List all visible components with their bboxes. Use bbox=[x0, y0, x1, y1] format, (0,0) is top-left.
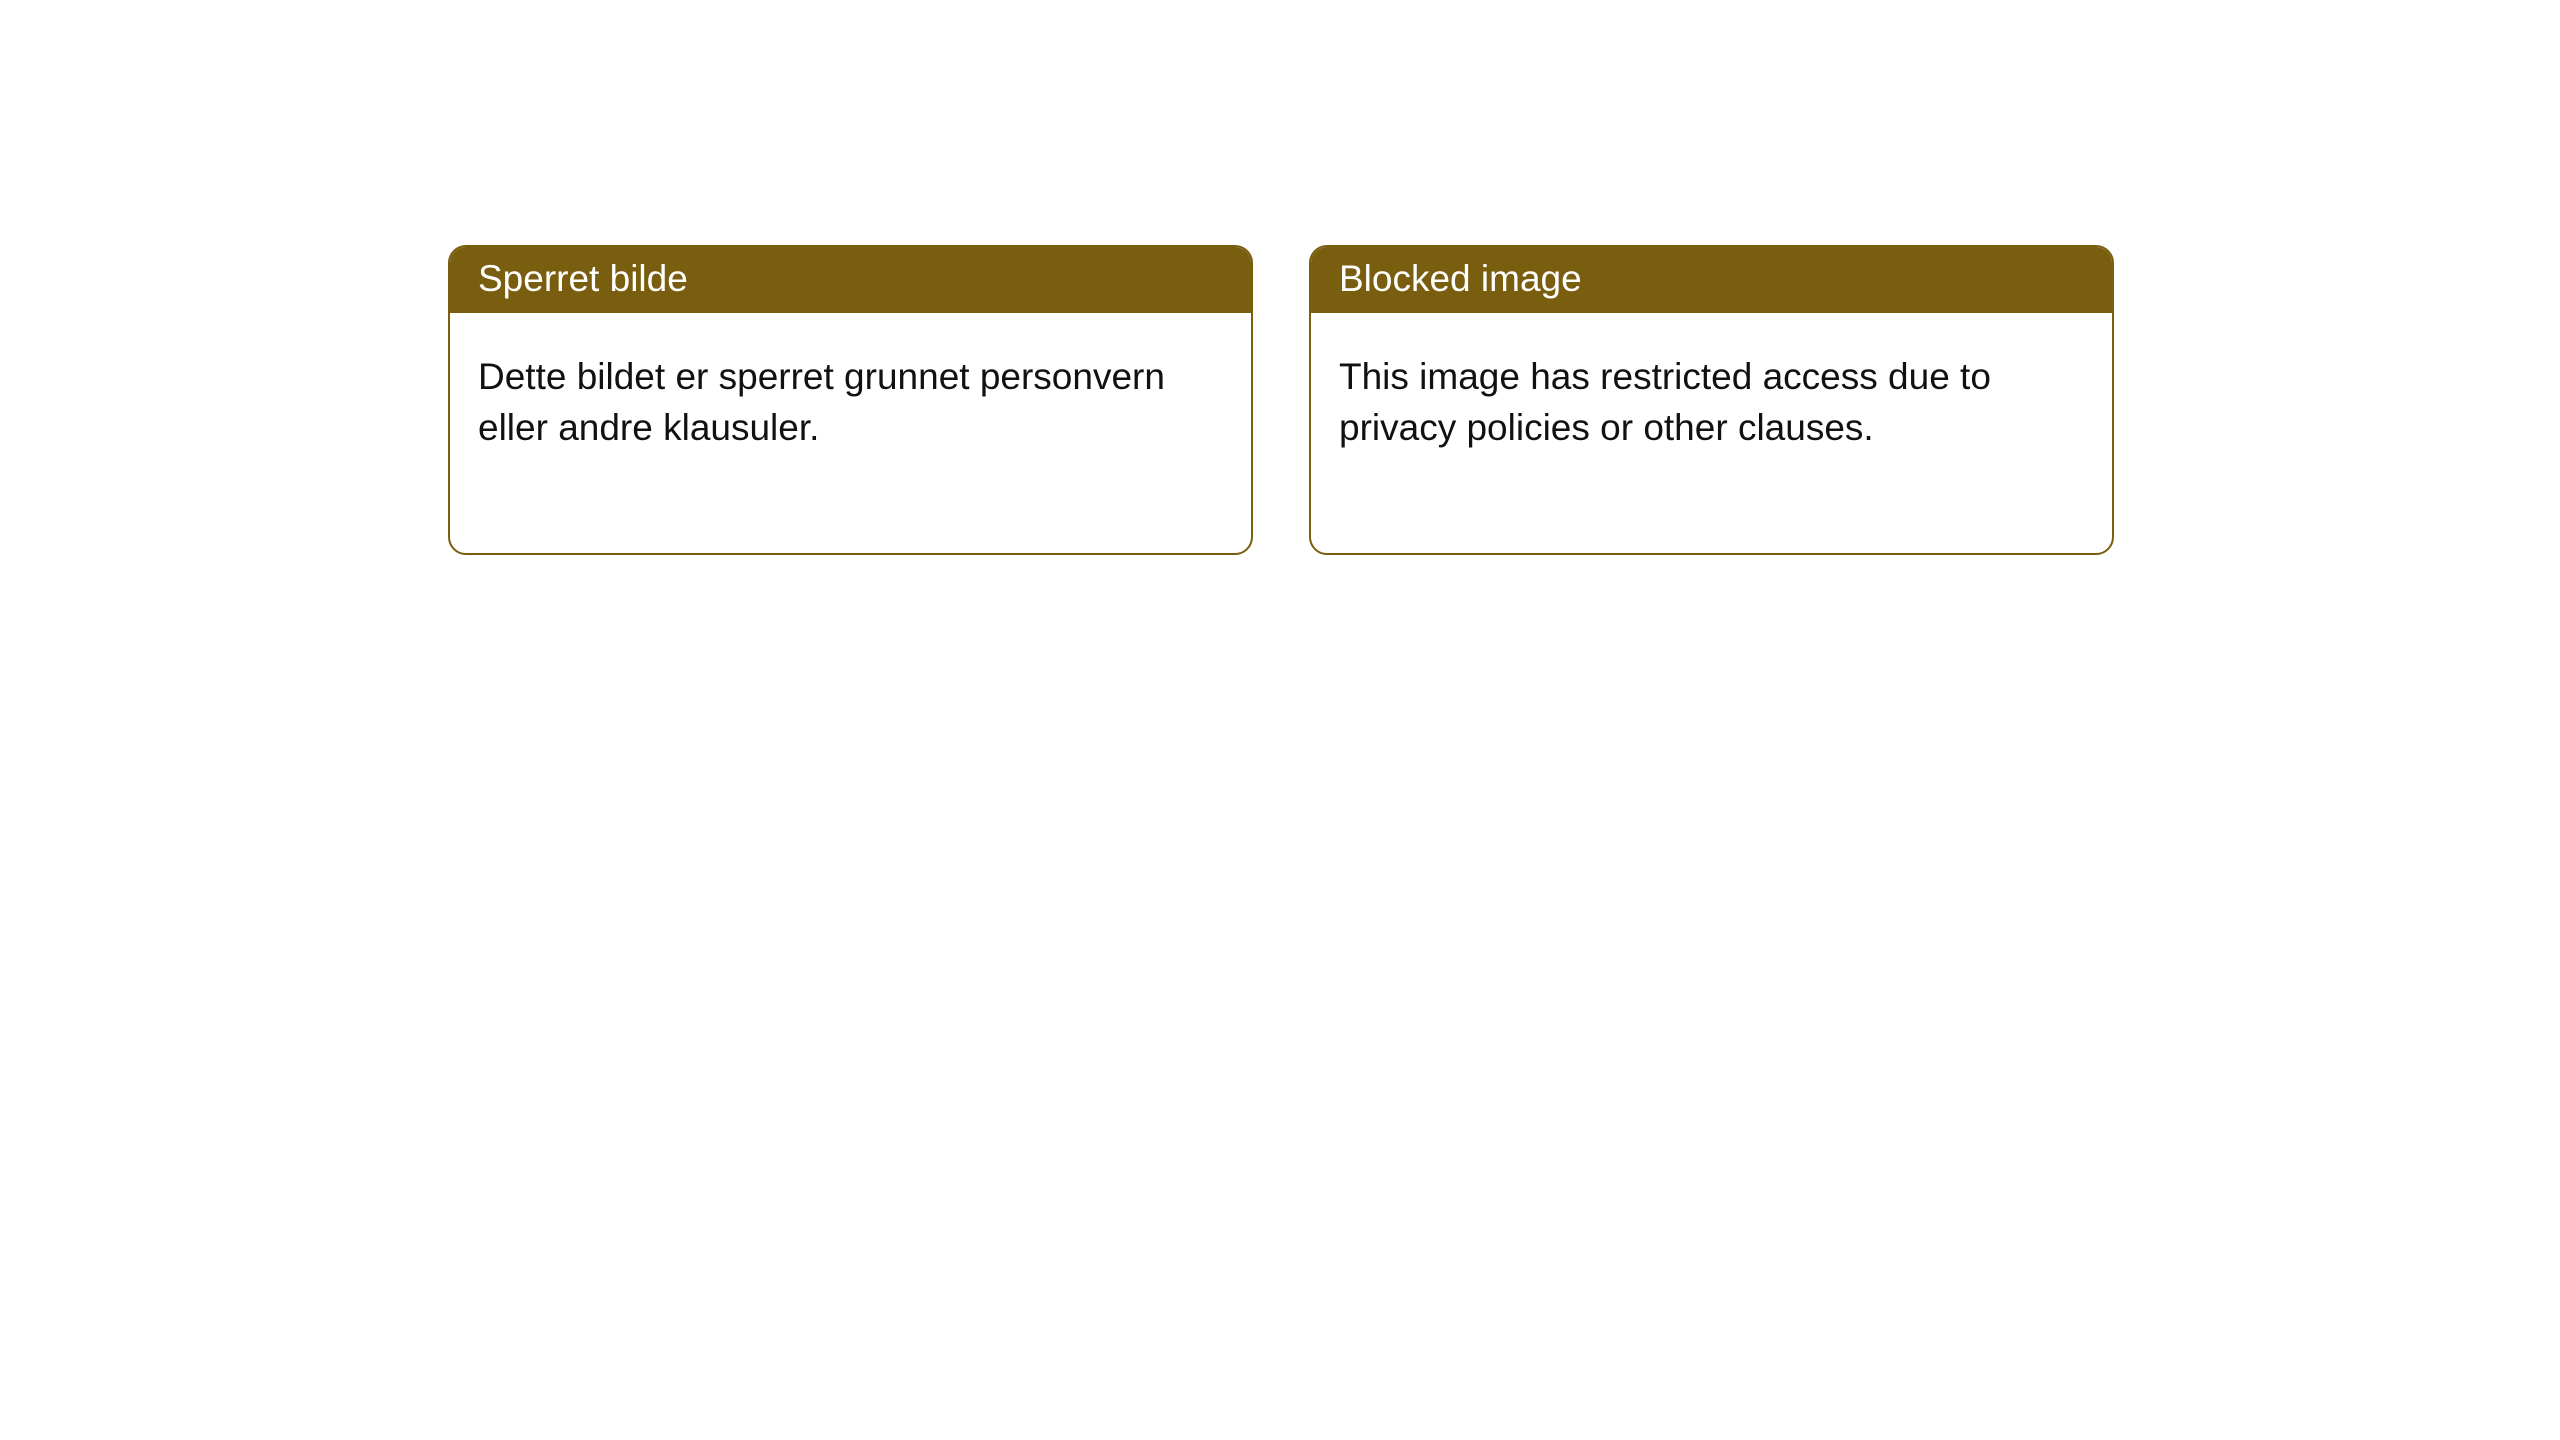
notice-body: Dette bildet er sperret grunnet personve… bbox=[450, 313, 1251, 553]
notice-container: Sperret bilde Dette bildet er sperret gr… bbox=[0, 0, 2560, 555]
notice-title: Blocked image bbox=[1311, 247, 2112, 313]
notice-card-english: Blocked image This image has restricted … bbox=[1309, 245, 2114, 555]
notice-card-norwegian: Sperret bilde Dette bildet er sperret gr… bbox=[448, 245, 1253, 555]
notice-title: Sperret bilde bbox=[450, 247, 1251, 313]
notice-body: This image has restricted access due to … bbox=[1311, 313, 2112, 553]
